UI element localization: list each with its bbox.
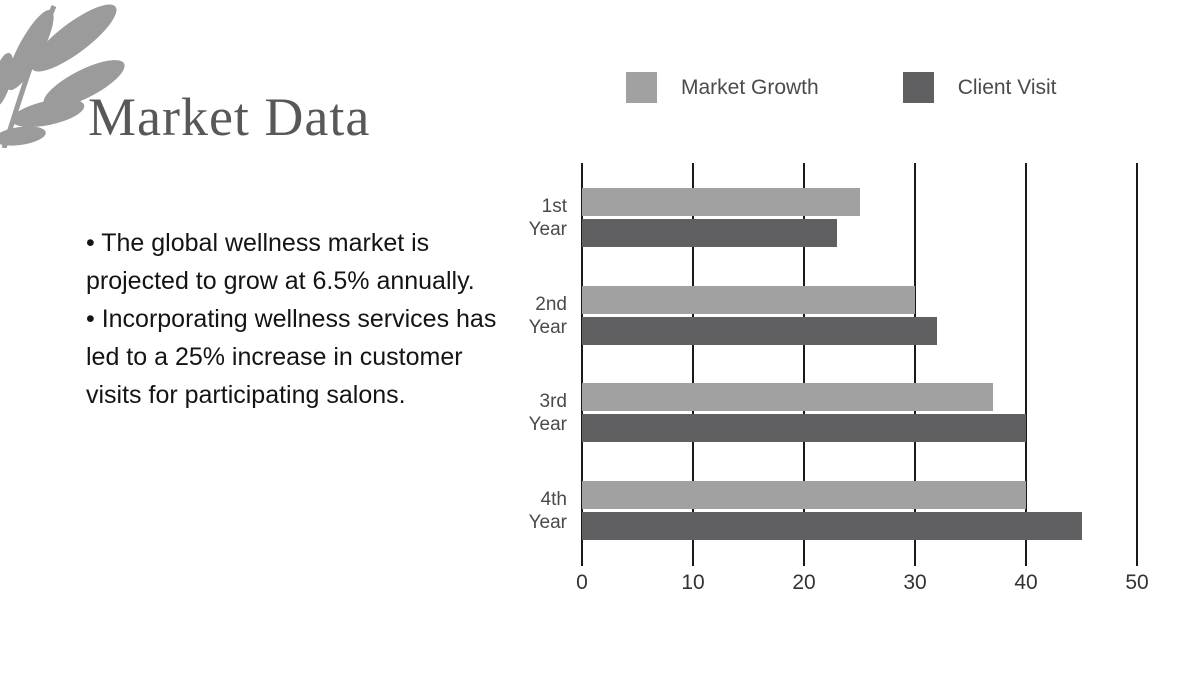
axis-tick-label: 10 — [681, 571, 705, 594]
gridline — [1136, 163, 1138, 566]
bar-market-growth — [582, 285, 915, 314]
axis-tick-label: 0 — [576, 571, 588, 594]
bullet-list: • The global wellness market is projecte… — [86, 224, 504, 414]
gridline — [581, 163, 583, 566]
legend-label-market-growth: Market Growth — [681, 75, 819, 99]
axis-tick-label: 30 — [903, 571, 927, 594]
gridline — [1025, 163, 1027, 566]
axis-tick-label: 20 — [792, 571, 816, 594]
category-label: 4th Year — [528, 488, 567, 533]
legend-label-client-visit: Client Visit — [957, 75, 1057, 99]
chart-x-axis: 0 10 20 30 40 50 — [576, 571, 1149, 597]
bar-client-visit — [582, 316, 938, 345]
category-label: 2nd Year — [528, 293, 567, 338]
bar-market-growth — [582, 383, 993, 411]
axis-tick-label: 50 — [1125, 571, 1149, 594]
legend-item-market-growth: Market Growth — [626, 72, 819, 103]
gridline — [692, 163, 694, 566]
bar-market-growth — [582, 188, 860, 216]
bar-market-growth — [582, 480, 1026, 509]
bullet-item-market-growth: • The global wellness market is projecte… — [86, 229, 475, 295]
chart-plot — [581, 163, 1138, 566]
gridline — [803, 163, 805, 566]
bar-client-visit — [582, 511, 1082, 540]
bar-client-visit — [582, 414, 1026, 442]
bullet-item-client-visits: • Incorporating wellness services has le… — [86, 305, 497, 409]
legend-swatch-client-visit — [902, 72, 934, 103]
axis-tick-label: 40 — [1014, 571, 1038, 594]
category-label: 1st Year — [528, 196, 567, 240]
legend-item-client-visit: Client Visit — [902, 72, 1057, 103]
chart-legend: Market Growth Client Visit — [626, 72, 1057, 103]
bar-client-visit — [582, 219, 838, 247]
legend-swatch-market-growth — [626, 72, 657, 103]
leaf-icon — [0, 4, 125, 148]
gridline — [914, 163, 916, 566]
category-label: 3rd Year — [528, 391, 567, 435]
chart-category-labels: 1st Year 2nd Year 3rd Year 4th Year — [505, 163, 567, 553]
page-title: Market Data — [88, 87, 371, 147]
